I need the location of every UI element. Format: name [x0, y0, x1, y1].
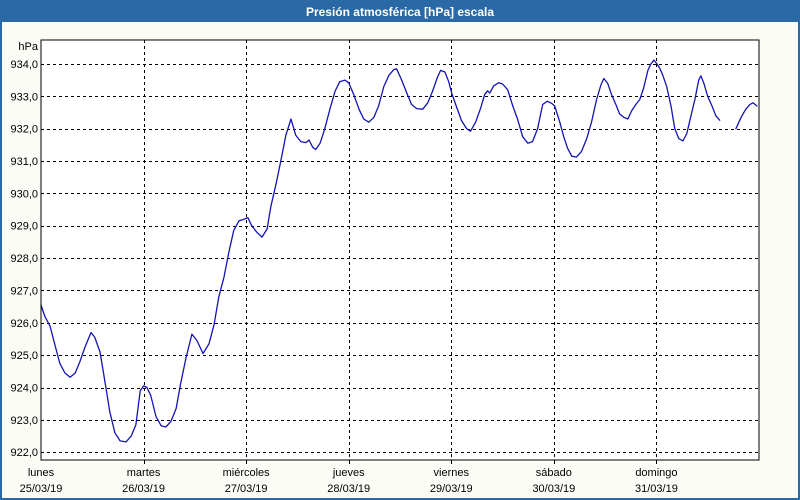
y-tick-label: 926,0: [10, 318, 38, 330]
y-axis-unit-label: hPa: [18, 41, 38, 53]
y-tick-label: 928,0: [10, 253, 38, 265]
x-axis-ticks: [144, 460, 657, 464]
y-tick-label: 922,0: [10, 447, 38, 459]
day-name-label: domingo: [635, 467, 677, 479]
day-name-label: viernes: [434, 467, 470, 479]
y-tick-label: 934,0: [10, 59, 38, 71]
x-axis-labels: lunes 25/03/19 martes 26/03/19 miércoles 27/0…: [20, 467, 678, 495]
y-tick-label: 923,0: [10, 415, 38, 427]
day-name-label: jueves: [332, 467, 365, 479]
day-name-label: miércoles: [223, 467, 271, 479]
day-date-label: 29/03/19: [430, 483, 473, 495]
y-tick-label: 933,0: [10, 91, 38, 103]
vertical-gridlines: [144, 40, 657, 460]
day-date-label: 30/03/19: [532, 483, 575, 495]
plot-area: [40, 39, 760, 461]
y-tick-label: 929,0: [10, 221, 38, 233]
day-date-label: 26/03/19: [122, 483, 165, 495]
day-name-label: lunes: [28, 467, 55, 479]
y-axis-labels: 934,0 933,0 932,0 931,0 930,0 929,0 928,0 927,0…: [10, 59, 38, 459]
day-date-label: 27/03/19: [225, 483, 268, 495]
y-tick-label: 931,0: [10, 156, 38, 168]
title-bar: [1, 1, 799, 22]
day-date-label: 25/03/19: [20, 483, 63, 495]
y-tick-label: 925,0: [10, 350, 38, 362]
day-name-label: sábado: [536, 467, 572, 479]
page-title: Presión atmosférica [hPa] escala: [306, 5, 494, 19]
y-tick-label: 924,0: [10, 383, 38, 395]
y-tick-label: 932,0: [10, 124, 38, 136]
day-date-label: 31/03/19: [635, 483, 678, 495]
plot-frame: [40, 39, 760, 461]
day-name-label: martes: [127, 467, 161, 479]
y-tick-label: 927,0: [10, 285, 38, 297]
y-tick-label: 930,0: [10, 188, 38, 200]
pressure-line: [735, 102, 758, 130]
pressure-line-series: [40, 59, 758, 443]
day-date-label: 28/03/19: [327, 483, 370, 495]
pressure-line: [40, 59, 721, 443]
